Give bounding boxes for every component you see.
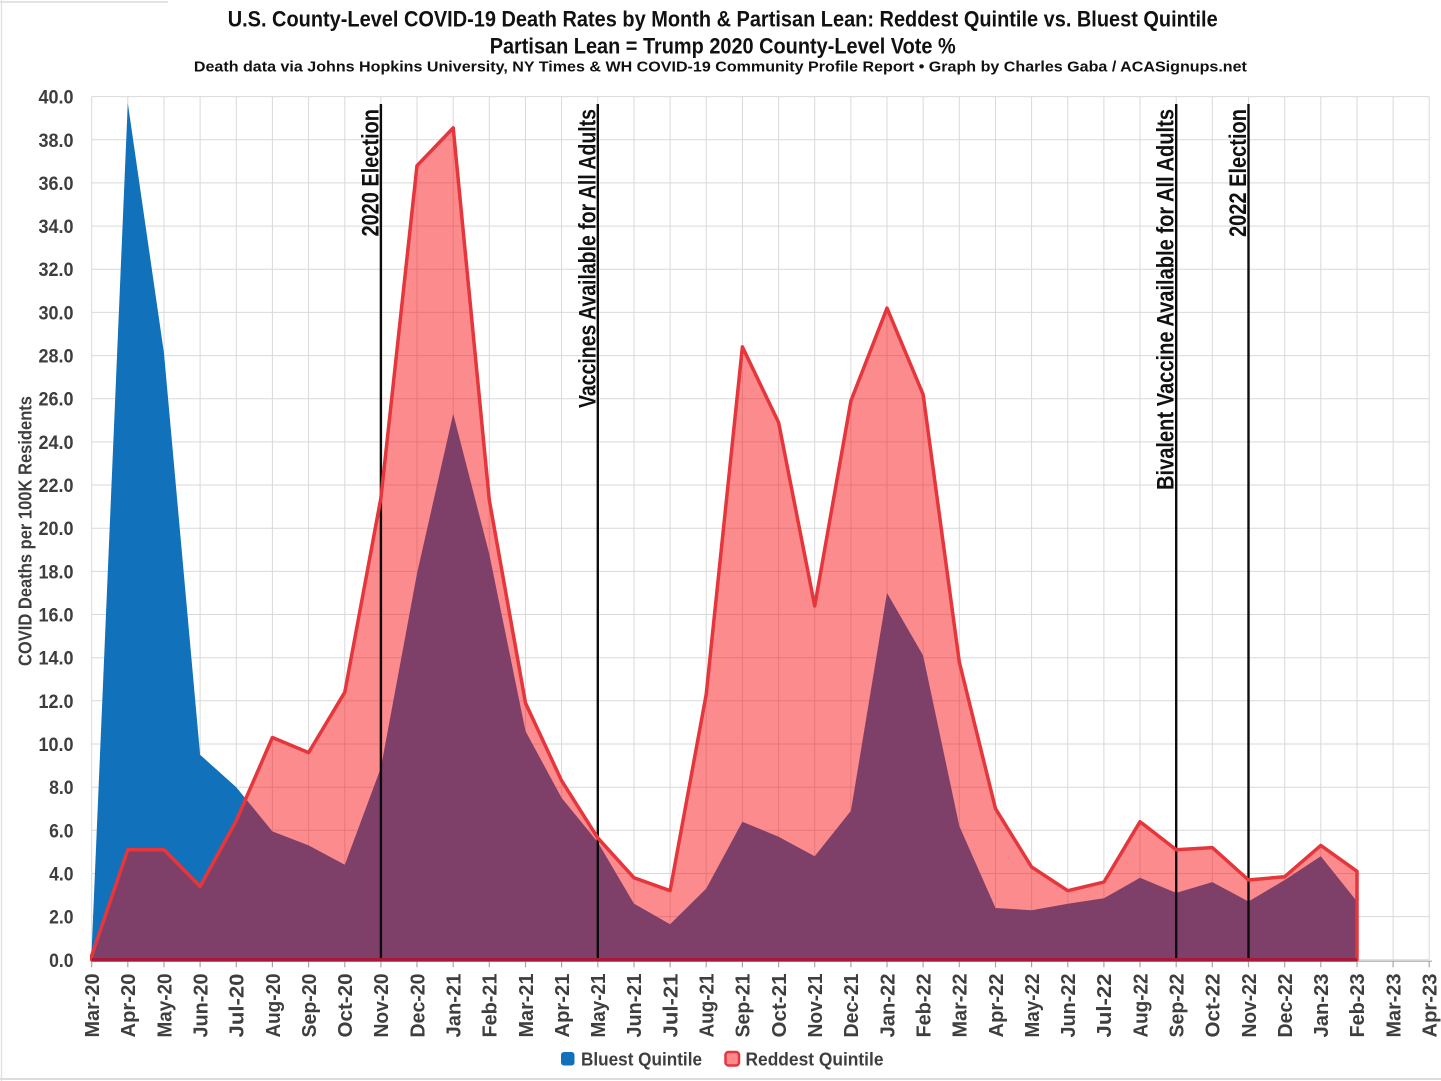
svg-text:Jan-22: Jan-22: [877, 974, 899, 1038]
svg-text:May-21: May-21: [588, 974, 610, 1038]
svg-text:U.S. County-Level COVID-19 Dea: U.S. County-Level COVID-19 Death Rates b…: [228, 7, 1218, 32]
svg-text:Feb-21: Feb-21: [480, 974, 502, 1038]
svg-text:16.0: 16.0: [39, 605, 74, 627]
svg-text:Apr-21: Apr-21: [552, 974, 574, 1038]
svg-text:Feb-23: Feb-23: [1347, 974, 1369, 1038]
svg-text:2.0: 2.0: [49, 907, 74, 929]
svg-text:Oct-22: Oct-22: [1203, 974, 1225, 1038]
svg-text:Jul-22: Jul-22: [1094, 974, 1116, 1038]
svg-text:Apr-23: Apr-23: [1420, 974, 1441, 1038]
svg-text:Dec-20: Dec-20: [407, 974, 429, 1038]
svg-text:6.0: 6.0: [49, 820, 74, 842]
svg-text:0.0: 0.0: [49, 950, 74, 972]
svg-text:20.0: 20.0: [39, 518, 74, 540]
svg-text:2022 Election: 2022 Election: [1225, 109, 1252, 237]
svg-text:Dec-21: Dec-21: [841, 974, 863, 1038]
svg-text:Jan-21: Jan-21: [444, 974, 466, 1038]
svg-text:Nov-20: Nov-20: [371, 974, 393, 1038]
svg-text:Bluest Quintile: Bluest Quintile: [581, 1049, 702, 1070]
svg-text:10.0: 10.0: [39, 734, 74, 756]
svg-text:38.0: 38.0: [39, 130, 74, 152]
svg-text:34.0: 34.0: [39, 216, 74, 238]
svg-text:Aug-20: Aug-20: [263, 974, 285, 1038]
svg-text:28.0: 28.0: [39, 346, 74, 368]
svg-text:Death data via Johns Hopkins U: Death data via Johns Hopkins University,…: [194, 59, 1247, 76]
svg-text:22.0: 22.0: [39, 475, 74, 497]
svg-text:Apr-20: Apr-20: [118, 974, 140, 1038]
svg-text:36.0: 36.0: [39, 173, 74, 195]
svg-text:Mar-22: Mar-22: [950, 974, 972, 1038]
svg-text:26.0: 26.0: [39, 389, 74, 411]
svg-text:Reddest Quintile: Reddest Quintile: [746, 1049, 884, 1070]
svg-text:Mar-20: Mar-20: [82, 974, 104, 1038]
svg-text:Feb-22: Feb-22: [913, 974, 935, 1038]
svg-text:12.0: 12.0: [39, 691, 74, 713]
svg-text:18.0: 18.0: [39, 561, 74, 583]
svg-text:Partisan Lean = Trump 2020 Cou: Partisan Lean = Trump 2020 County-Level …: [490, 34, 956, 59]
svg-text:8.0: 8.0: [49, 777, 74, 799]
svg-text:30.0: 30.0: [39, 302, 74, 324]
svg-text:COVID Deaths per 100K Resident: COVID Deaths per 100K Residents: [16, 396, 36, 666]
svg-text:Jun-22: Jun-22: [1058, 974, 1080, 1038]
svg-text:Dec-22: Dec-22: [1275, 974, 1297, 1038]
svg-text:Mar-21: Mar-21: [516, 974, 538, 1038]
svg-text:32.0: 32.0: [39, 259, 74, 281]
svg-text:Apr-22: Apr-22: [986, 974, 1008, 1038]
svg-text:Vaccines Available for All Adu: Vaccines Available for All Adults: [574, 109, 601, 408]
svg-text:2020 Election: 2020 Election: [357, 109, 384, 237]
svg-text:Nov-21: Nov-21: [805, 974, 827, 1038]
svg-text:40.0: 40.0: [39, 87, 74, 109]
svg-text:Jan-23: Jan-23: [1311, 974, 1333, 1038]
svg-text:Bivalent Vaccine Available for: Bivalent Vaccine Available for All Adult…: [1153, 109, 1180, 490]
svg-text:Jul-21: Jul-21: [660, 974, 682, 1038]
svg-text:4.0: 4.0: [49, 864, 74, 886]
svg-text:24.0: 24.0: [39, 432, 74, 454]
svg-text:Jun-20: Jun-20: [190, 974, 212, 1038]
svg-text:14.0: 14.0: [39, 648, 74, 670]
svg-text:Sep-21: Sep-21: [733, 974, 755, 1038]
svg-text:Jun-21: Jun-21: [624, 974, 646, 1038]
svg-text:Jul-20: Jul-20: [227, 974, 249, 1038]
svg-text:Mar-23: Mar-23: [1383, 974, 1405, 1038]
svg-text:Aug-21: Aug-21: [697, 974, 719, 1038]
svg-text:Nov-22: Nov-22: [1239, 974, 1261, 1038]
svg-text:Sep-20: Sep-20: [299, 974, 321, 1038]
svg-text:Oct-20: Oct-20: [335, 974, 357, 1038]
svg-text:May-20: May-20: [154, 974, 176, 1038]
svg-text:May-22: May-22: [1022, 974, 1044, 1038]
svg-text:Aug-22: Aug-22: [1130, 974, 1152, 1038]
svg-text:Sep-22: Sep-22: [1167, 974, 1189, 1038]
svg-text:Oct-21: Oct-21: [769, 974, 791, 1038]
